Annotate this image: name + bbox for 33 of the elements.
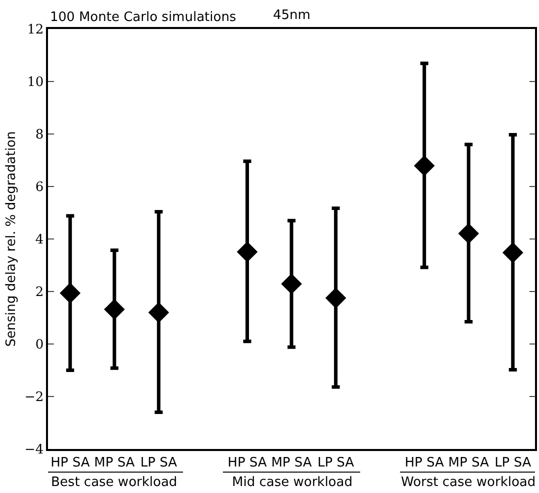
y-tick-label: −2 [24, 390, 44, 406]
text: Best case workload [51, 475, 178, 490]
x-tick-label: MP SA [448, 455, 489, 470]
y-tick-label: 4 [35, 232, 44, 248]
point [458, 223, 479, 244]
chart-subtitle: 45nm [273, 8, 310, 23]
x-tick-label: MP SA [94, 455, 135, 470]
y-tick-label: 12 [27, 22, 44, 38]
x-tick-label: HP SA [50, 455, 90, 470]
x-tick-label: HP SA [404, 455, 444, 470]
point [414, 155, 435, 176]
text: Mid case workload [232, 475, 352, 490]
y-tick-label: 6 [35, 180, 44, 196]
point [502, 242, 524, 264]
y-tick-label: −4 [24, 442, 44, 458]
y-axis-title: Sensing delay rel. % degradation [4, 131, 19, 347]
y-tick-label: 0 [35, 338, 44, 353]
x-tick-label: HP SA [228, 455, 267, 470]
x-tick-label: LP SA [317, 455, 354, 470]
point [104, 298, 125, 320]
point [60, 282, 81, 304]
chart-title: 100 Monte Carlo simulations [50, 10, 236, 25]
point [236, 241, 258, 262]
point [325, 288, 346, 308]
y-tick-label: 2 [35, 285, 44, 300]
text: Worst case workload [401, 475, 536, 490]
x-tick-label: LP SA [140, 455, 178, 470]
x-tick-label: MP SA [271, 455, 312, 470]
y-tick-label: 10 [27, 75, 44, 90]
y-tick-label: 8 [35, 128, 44, 143]
x-tick-label: LP SA [494, 455, 532, 470]
point [281, 273, 302, 294]
point [148, 302, 170, 323]
